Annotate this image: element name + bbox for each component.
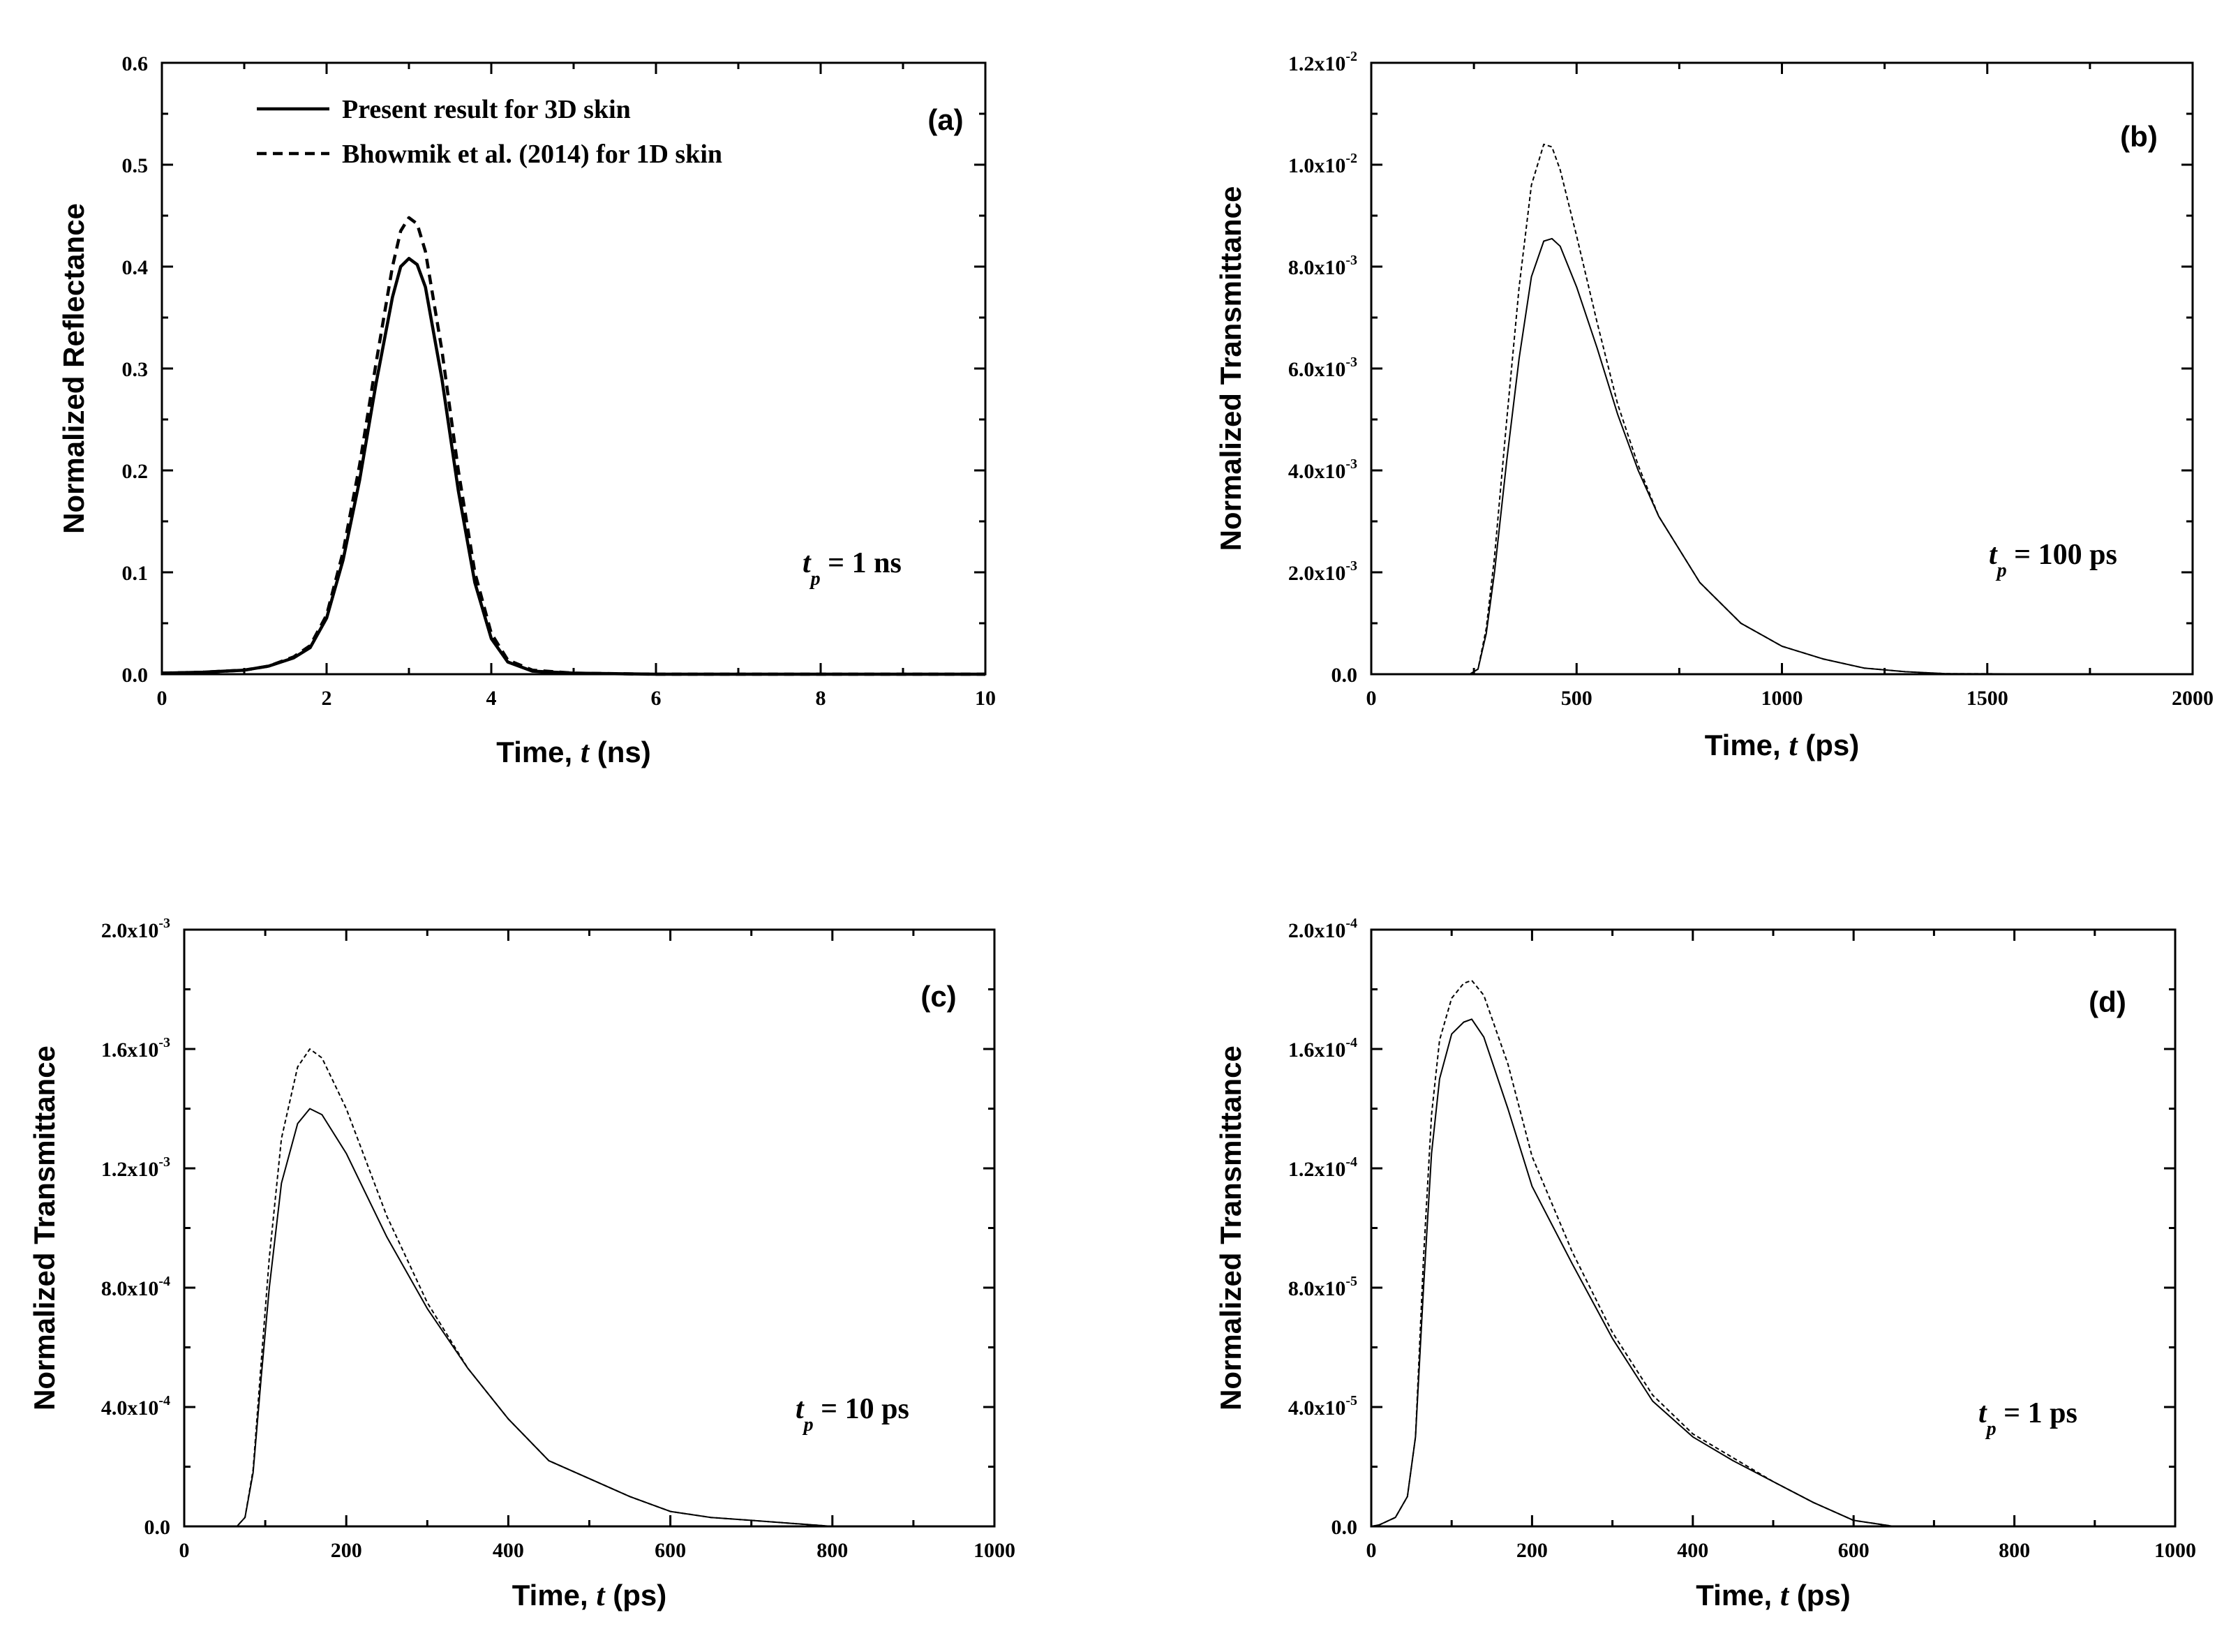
y-tick-label: 4.0x10-3: [1288, 456, 1357, 483]
x-tick-label: 2: [322, 687, 332, 710]
plot-frame: [1370, 61, 2194, 676]
y-tick-label: 0.0: [1331, 1516, 1358, 1539]
x-tick-label: 6: [651, 687, 662, 710]
x-tick-label: 10: [975, 687, 996, 710]
x-tick-label: 0: [1366, 687, 1377, 710]
y-tick-label: 6.0x10-3: [1288, 355, 1357, 381]
x-axis-label: Time, t (ps): [1696, 1578, 1851, 1612]
x-tick-label: 200: [331, 1539, 362, 1562]
x-tick-label: 1000: [2154, 1539, 2196, 1562]
series-1d-skin-line: [1371, 143, 2193, 675]
panel-c: 0 200 400 600 800 1000 0.0 4.0x10-4 8.0x10-4 1.2x…: [28, 916, 1015, 1612]
legend-entry: Bhowmik et al. (2014) for 1D skin: [342, 140, 722, 169]
panel-a: 0 2 4 6 8 10 0.0 0.1 0.2 0.3 0.4 0.5 0.6 Time, t (ns)…: [57, 52, 996, 769]
y-tick-label: 4.0x10-5: [1288, 1393, 1357, 1420]
x-tick-label: 1500: [1967, 687, 2008, 710]
x-tick-label: 800: [816, 1539, 848, 1562]
y-tick-label: 2.0x10-4: [1288, 916, 1357, 942]
x-tick-label: 600: [655, 1539, 686, 1562]
x-tick-label: 400: [493, 1539, 524, 1562]
y-axis-label: Normalized Transmittance: [28, 1045, 61, 1411]
x-tick-label: 600: [1838, 1539, 1870, 1562]
y-tick-label: 8.0x10-5: [1288, 1274, 1357, 1300]
x-tick-label: 0: [157, 687, 167, 710]
panel-label: (d): [2089, 985, 2126, 1018]
legend-entry: Present result for 3D skin: [342, 95, 631, 124]
plot-frame: [183, 928, 996, 1528]
x-tick-label: 0: [179, 1539, 190, 1562]
y-tick-label: 1.2x10-2: [1288, 49, 1357, 75]
y-axis-label: Normalized Transmittance: [1214, 186, 1247, 551]
series-3d-skin-line: [1371, 237, 2193, 675]
series-3d-skin-line: [1371, 1018, 2175, 1527]
x-axis-label: Time, t (ps): [512, 1578, 667, 1612]
x-tick-label: 500: [1561, 687, 1592, 710]
y-tick-label: 0.5: [122, 154, 149, 177]
y-tick-label: 1.2x10-4: [1288, 1154, 1357, 1181]
y-tick-label: 0.2: [122, 460, 149, 483]
x-tick-label: 4: [486, 687, 497, 710]
x-tick-label: 0: [1366, 1539, 1377, 1562]
panel-label: (c): [920, 980, 956, 1013]
y-tick-label: 8.0x10-3: [1288, 253, 1357, 279]
y-tick-label: 0.0: [1331, 664, 1358, 687]
y-tick-label: 1.0x10-2: [1288, 151, 1357, 177]
x-tick-label: 400: [1677, 1539, 1708, 1562]
x-axis-label: Time, t (ps): [1705, 728, 1860, 762]
x-tick-label: 8: [816, 687, 826, 710]
x-tick-label: 2000: [2172, 687, 2214, 710]
panel-b: 0 500 1000 1500 2000 0.0 2.0x10-3 4.0x10-3 6.0x1…: [1214, 49, 2214, 762]
x-tick-label: 200: [1516, 1539, 1548, 1562]
pulse-width-annotation: tp = 1 ps: [1978, 1397, 2077, 1440]
x-tick-label: 800: [1999, 1539, 2030, 1562]
y-tick-label: 0.4: [122, 256, 149, 279]
panel-label: (a): [927, 103, 963, 136]
y-tick-label: 0.3: [122, 358, 149, 381]
panel-label: (b): [2120, 120, 2158, 153]
y-tick-label: 0.0: [144, 1516, 171, 1539]
x-tick-label: 1000: [1761, 687, 1803, 710]
pulse-width-annotation: tp = 10 ps: [796, 1393, 909, 1436]
y-tick-label: 8.0x10-4: [101, 1274, 170, 1300]
series-1d-skin-line: [1371, 979, 2175, 1527]
y-tick-label: 0.6: [122, 52, 149, 75]
y-tick-label: 1.6x10-4: [1288, 1035, 1357, 1062]
y-tick-label: 0.0: [122, 664, 149, 687]
series-1d-skin-line: [161, 216, 985, 676]
y-tick-label: 2.0x10-3: [1288, 558, 1357, 585]
y-tick-label: 1.6x10-3: [101, 1035, 170, 1062]
x-axis-label: Time, t (ns): [496, 735, 651, 769]
y-axis-label: Normalized Reflectance: [57, 203, 90, 534]
series-3d-skin-line: [161, 257, 985, 676]
y-tick-label: 1.2x10-3: [101, 1154, 170, 1181]
series-3d-skin-line: [184, 1108, 994, 1527]
pulse-width-annotation: tp = 100 ps: [1989, 539, 2117, 581]
series-1d-skin-line: [184, 1048, 994, 1527]
panel-d: 0 200 400 600 800 1000 0.0 4.0x10-5 8.0x10-5 1.2x…: [1214, 916, 2196, 1612]
y-axis-label: Normalized Transmittance: [1214, 1045, 1247, 1411]
y-tick-label: 2.0x10-3: [101, 916, 170, 942]
x-tick-label: 1000: [973, 1539, 1015, 1562]
y-tick-label: 4.0x10-4: [101, 1393, 170, 1420]
pulse-width-annotation: tp = 1 ns: [803, 547, 902, 590]
y-tick-label: 0.1: [122, 562, 149, 585]
